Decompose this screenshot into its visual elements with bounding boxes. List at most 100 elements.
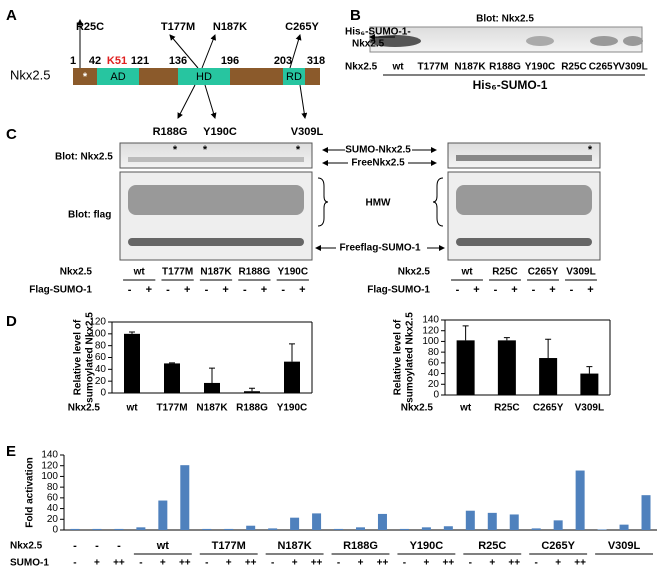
position: 121: [131, 55, 149, 67]
blot-title: Blot: Nkx2.5: [476, 14, 534, 25]
y-tick-label: 100: [89, 328, 106, 339]
position: 42: [89, 55, 101, 67]
annotation: Freeflag-SUMO-1: [339, 243, 421, 254]
lane-label: R25C: [561, 62, 587, 73]
lane-label: wt: [391, 62, 404, 73]
x-tick-label: ++: [179, 558, 191, 569]
panel-label: A: [6, 7, 17, 24]
bar: [244, 391, 260, 393]
x-tick-label: +: [94, 558, 100, 569]
lane-label: R188G: [489, 62, 521, 73]
sign: +: [587, 284, 593, 296]
position: K51: [107, 55, 127, 67]
row-label: Nkx2.5: [68, 403, 101, 414]
group-label: N187K: [277, 540, 311, 552]
domain: [178, 68, 230, 85]
x-tick-label: -: [139, 558, 142, 569]
panel-label: C: [6, 126, 17, 143]
asterisk: *: [203, 144, 208, 156]
panel-label: D: [6, 313, 17, 330]
bar: [580, 373, 599, 395]
mutation: V309L: [291, 126, 324, 138]
y-tick-label: 100: [41, 471, 58, 482]
sign: -: [456, 284, 460, 296]
bar: [290, 517, 300, 530]
x-tick-label: R188G: [236, 403, 268, 414]
bar: [377, 513, 387, 530]
lane-label: N187K: [454, 62, 486, 73]
group-label: Y190C: [410, 540, 444, 552]
bar: [284, 361, 300, 393]
y-tick-label: 80: [47, 482, 59, 493]
y-axis-label: Relative level of: [73, 319, 84, 395]
asterisk: *: [83, 71, 88, 83]
row-label: Nkx2.5: [10, 541, 43, 552]
x-tick-label: ++: [574, 558, 586, 569]
y-tick-label: 140: [41, 450, 58, 461]
band: [590, 36, 618, 46]
error-bar: [169, 362, 175, 364]
sign: +: [299, 284, 305, 296]
y-tick-label: 20: [428, 379, 440, 390]
arrow: [289, 34, 302, 69]
bar: [539, 358, 558, 395]
bar: [158, 500, 168, 530]
bar: [124, 333, 140, 393]
sign: -: [128, 284, 132, 296]
lane-label: wt: [460, 267, 473, 278]
bar: [180, 465, 190, 530]
error-bar: [545, 338, 552, 359]
sign: -: [281, 284, 285, 296]
y-tick-label: 20: [95, 376, 107, 387]
blot-bands: [128, 155, 592, 246]
y-tick-label: 40: [47, 503, 59, 514]
group-label: R25C: [478, 540, 506, 552]
bar: [268, 528, 278, 530]
sign: +: [549, 284, 555, 296]
group-label: C265Y: [541, 540, 575, 552]
lane-label: T177M: [162, 267, 193, 278]
y-tick-label: 120: [89, 317, 106, 328]
sign: +: [146, 284, 152, 296]
y-tick-label: 60: [95, 352, 107, 363]
x-tick-label: wt: [459, 403, 472, 414]
sign: +: [184, 284, 190, 296]
error-bar: [586, 366, 593, 374]
arrow: [201, 34, 216, 69]
y-tick-label: 120: [422, 325, 439, 336]
group-label: -: [117, 540, 121, 552]
error-bar: [462, 325, 469, 341]
error-bar: [209, 367, 215, 383]
lane-label: V309L: [618, 62, 647, 73]
y-tick-label: 100: [422, 336, 439, 347]
y-tick-label: 20: [47, 514, 59, 525]
x-tick-label: +: [292, 558, 298, 569]
group-label: R188G: [343, 540, 378, 552]
bar: [497, 340, 516, 395]
group-label: -: [73, 540, 77, 552]
annotation-arrows: [315, 147, 445, 251]
row-label: Nkx2.5: [398, 267, 431, 278]
bar: [456, 340, 475, 395]
group-label: wt: [156, 540, 170, 552]
lane-label: Y190C: [278, 267, 309, 278]
asterisk: *: [173, 144, 178, 156]
bar: [575, 470, 585, 530]
bar: [597, 529, 607, 530]
row-label: Nkx2.5: [401, 403, 434, 414]
row-label: SUMO-1: [10, 558, 49, 569]
lane-label: wt: [133, 267, 146, 278]
error-bar: [249, 387, 255, 392]
y-tick-label: 120: [41, 460, 58, 471]
x-tick-label: ++: [113, 558, 125, 569]
y-tick-label: 40: [95, 364, 107, 375]
mutation: Y190C: [203, 126, 237, 138]
x-tick-label: ++: [508, 558, 520, 569]
x-tick-label: +: [423, 558, 429, 569]
x-tick-label: -: [73, 558, 76, 569]
bar: [487, 512, 497, 530]
lane-label: R188G: [239, 267, 271, 278]
bar: [334, 528, 344, 530]
